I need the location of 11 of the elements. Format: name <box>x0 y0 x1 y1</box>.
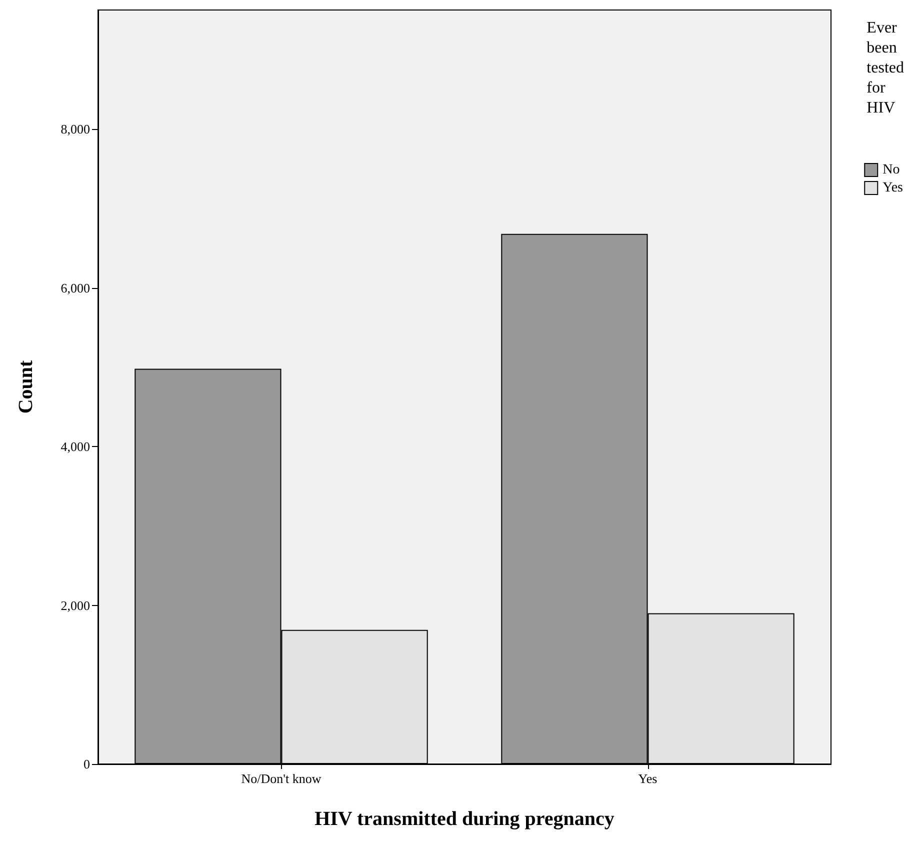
y-tick-label: 0 <box>84 756 90 772</box>
y-tick-label: 6,000 <box>60 280 90 296</box>
legend-label: Yes <box>882 180 904 196</box>
y-axis-title: Count <box>15 360 37 414</box>
y-tick-label: 8,000 <box>60 122 90 137</box>
legend-title: Ever been tested for HIV <box>866 20 904 116</box>
legend-label: No <box>882 162 900 178</box>
y-tick-label: 4,000 <box>60 439 90 454</box>
x-axis-title: HIV transmitted during pregnancy <box>314 808 614 830</box>
y-tick-label: 2,000 <box>60 598 90 613</box>
x-tick-label: No/Don't know <box>241 771 322 786</box>
